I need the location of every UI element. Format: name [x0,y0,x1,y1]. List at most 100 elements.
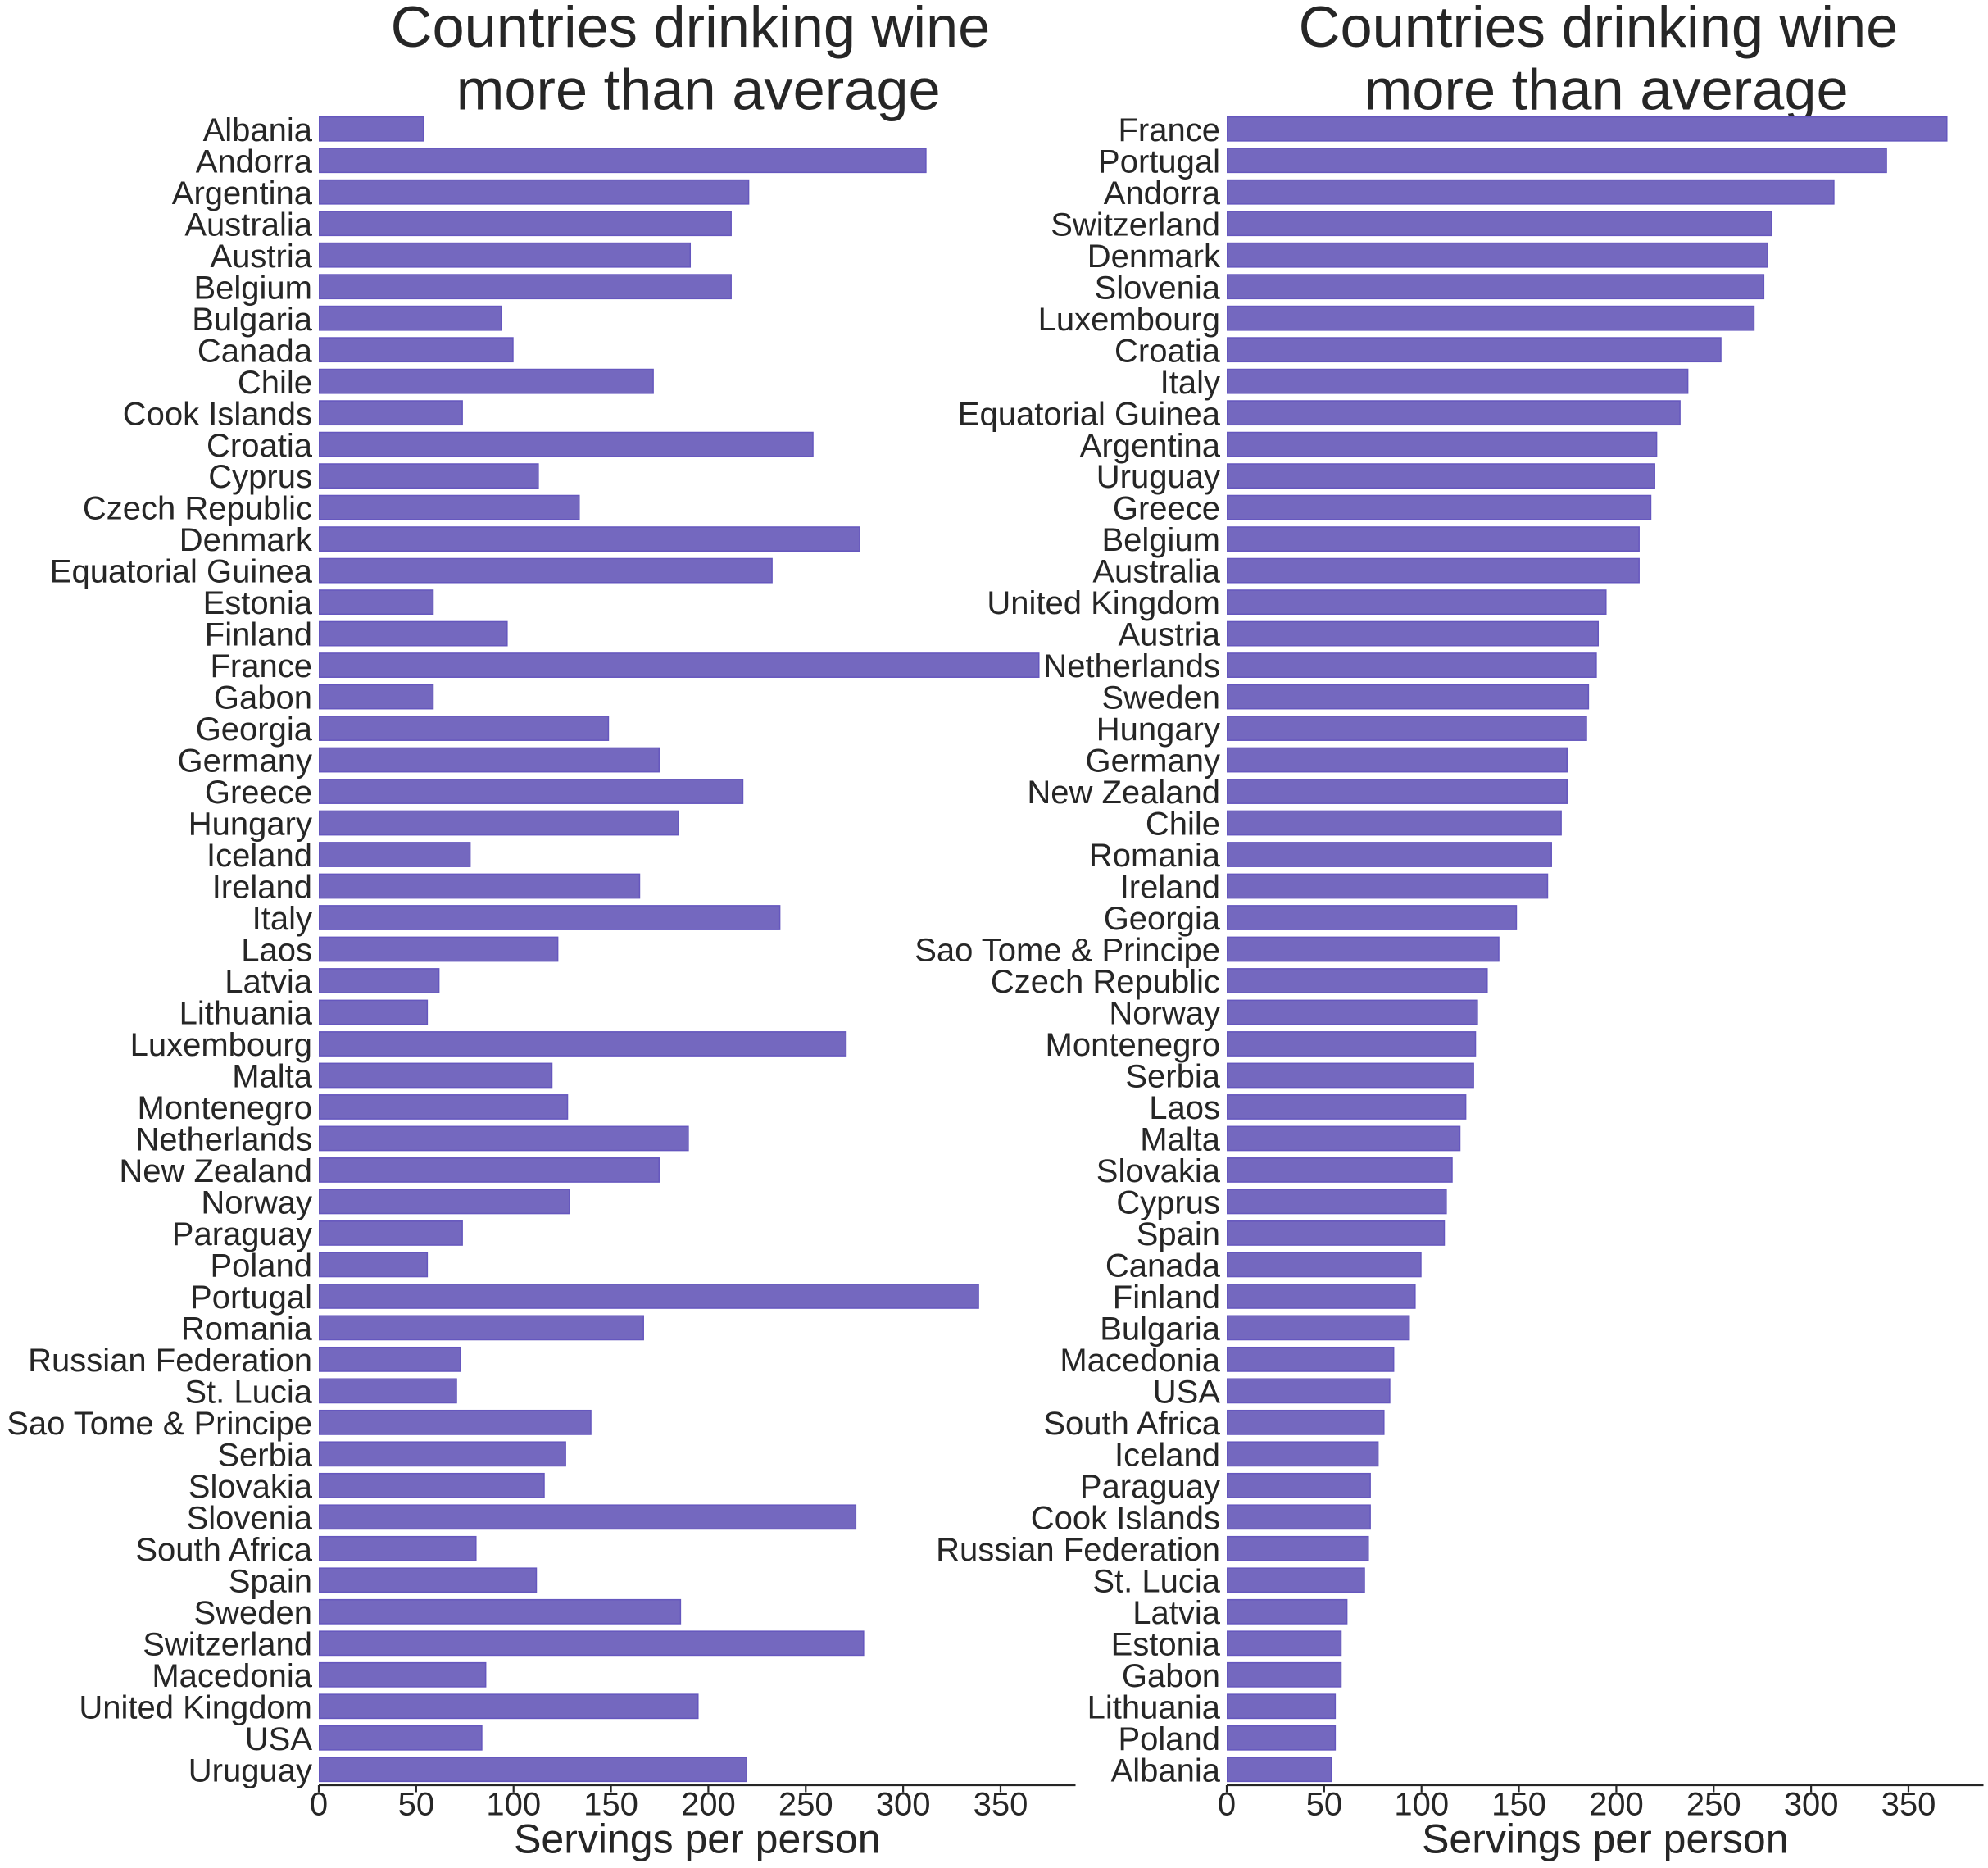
svg-text:Andorra: Andorra [196,143,313,180]
svg-text:0: 0 [310,1787,328,1823]
svg-text:Czech Republic: Czech Republic [991,964,1220,1000]
svg-text:Austria: Austria [211,239,313,275]
svg-text:200: 200 [681,1787,736,1823]
svg-text:Greece: Greece [205,775,312,811]
svg-text:Gabon: Gabon [214,680,312,716]
svg-text:Albania: Albania [1111,1752,1221,1788]
svg-text:United Kingdom: United Kingdom [79,1689,312,1725]
svg-text:300: 300 [876,1787,931,1823]
svg-text:200: 200 [1589,1787,1644,1823]
svg-text:50: 50 [1306,1787,1343,1823]
svg-text:Luxembourg: Luxembourg [130,1027,312,1063]
svg-text:Germany: Germany [178,743,313,779]
svg-text:150: 150 [1491,1787,1546,1823]
svg-text:Servings per person: Servings per person [514,1816,880,1862]
svg-text:Netherlands: Netherlands [1043,648,1220,684]
svg-text:USA: USA [245,1721,313,1757]
svg-text:Laos: Laos [1149,1090,1220,1126]
svg-text:Norway: Norway [201,1185,312,1221]
svg-text:Lithuania: Lithuania [179,996,313,1032]
svg-text:USA: USA [1153,1374,1221,1410]
svg-text:Paraguay: Paraguay [1080,1469,1220,1505]
svg-text:Montenegro: Montenegro [1046,1027,1220,1063]
svg-text:Croatia: Croatia [207,428,313,464]
svg-text:United Kingdom: United Kingdom [987,585,1220,621]
svg-text:Iceland: Iceland [207,838,312,874]
svg-text:50: 50 [398,1787,435,1823]
svg-text:Finland: Finland [1113,1279,1220,1316]
svg-text:Ireland: Ireland [212,870,312,906]
svg-text:Sao Tome & Principe: Sao Tome & Principe [7,1406,312,1442]
svg-text:Malta: Malta [232,1059,313,1095]
svg-text:Croatia: Croatia [1114,333,1221,369]
svg-text:Servings per person: Servings per person [1422,1816,1788,1862]
svg-text:Countries drinking wine: Countries drinking wine [391,0,991,59]
svg-text:Uruguay: Uruguay [1096,459,1220,495]
svg-text:Sao Tome & Principe: Sao Tome & Principe [915,933,1220,969]
svg-text:Denmark: Denmark [179,522,313,558]
svg-text:Macedonia: Macedonia [1060,1343,1220,1379]
svg-text:Switzerland: Switzerland [1051,207,1220,243]
svg-text:Albania: Albania [203,112,313,148]
svg-text:Romania: Romania [1089,838,1221,874]
svg-text:Cyprus: Cyprus [208,459,312,495]
svg-text:Macedonia: Macedonia [152,1658,312,1694]
svg-text:100: 100 [1394,1787,1449,1823]
svg-text:Germany: Germany [1086,743,1221,779]
svg-text:250: 250 [1686,1787,1741,1823]
svg-text:Estonia: Estonia [1111,1626,1221,1662]
svg-text:350: 350 [974,1787,1028,1823]
svg-text:Poland: Poland [210,1248,312,1284]
svg-text:St. Lucia: St. Lucia [184,1374,312,1410]
svg-text:Hungary: Hungary [1096,711,1220,748]
svg-text:Luxembourg: Luxembourg [1038,302,1220,338]
svg-text:Slovenia: Slovenia [1095,270,1221,306]
svg-text:Russian Federation: Russian Federation [28,1343,312,1379]
svg-text:Uruguay: Uruguay [188,1752,312,1788]
svg-text:Countries drinking wine: Countries drinking wine [1299,0,1899,59]
svg-text:more than average: more than average [456,57,941,121]
svg-text:Cook Islands: Cook Islands [1031,1500,1220,1536]
svg-text:Austria: Austria [1119,617,1221,653]
svg-text:New Zealand: New Zealand [1027,775,1220,811]
svg-text:Belgium: Belgium [1101,522,1220,558]
svg-text:0: 0 [1218,1787,1236,1823]
svg-text:Georgia: Georgia [196,711,313,748]
svg-text:250: 250 [778,1787,833,1823]
svg-text:Georgia: Georgia [1104,901,1221,937]
svg-text:Australia: Australia [1092,554,1220,590]
svg-text:Malta: Malta [1140,1122,1221,1158]
svg-text:France: France [211,648,313,684]
svg-text:Bulgaria: Bulgaria [1100,1311,1221,1347]
svg-text:Spain: Spain [1137,1216,1220,1252]
svg-text:France: France [1119,112,1221,148]
svg-text:350: 350 [1881,1787,1936,1823]
svg-text:Equatorial Guinea: Equatorial Guinea [958,396,1221,432]
svg-text:Italy: Italy [252,901,312,937]
svg-text:more than average: more than average [1364,57,1849,121]
svg-text:Belgium: Belgium [193,270,312,306]
svg-text:Hungary: Hungary [188,807,312,843]
svg-text:Slovakia: Slovakia [188,1469,313,1505]
svg-text:Greece: Greece [1113,491,1220,527]
svg-text:300: 300 [1784,1787,1839,1823]
svg-text:Argentina: Argentina [172,175,313,211]
svg-text:Romania: Romania [181,1311,313,1347]
svg-text:St. Lucia: St. Lucia [1092,1563,1220,1599]
svg-text:New Zealand: New Zealand [119,1153,312,1189]
svg-text:Lithuania: Lithuania [1087,1689,1221,1725]
svg-text:Portugal: Portugal [190,1279,312,1316]
svg-text:Czech Republic: Czech Republic [83,491,312,527]
svg-text:Estonia: Estonia [203,585,313,621]
svg-text:Slovakia: Slovakia [1096,1153,1221,1189]
svg-text:Chile: Chile [238,365,312,401]
svg-text:Latvia: Latvia [225,964,312,1000]
svg-text:Cyprus: Cyprus [1116,1185,1220,1221]
svg-text:Slovenia: Slovenia [187,1500,313,1536]
svg-text:Serbia: Serbia [217,1437,312,1473]
svg-text:Switzerland: Switzerland [143,1626,312,1662]
svg-text:Montenegro: Montenegro [138,1090,312,1126]
svg-text:Bulgaria: Bulgaria [192,302,313,338]
svg-text:150: 150 [583,1787,638,1823]
svg-text:Ireland: Ireland [1120,870,1220,906]
